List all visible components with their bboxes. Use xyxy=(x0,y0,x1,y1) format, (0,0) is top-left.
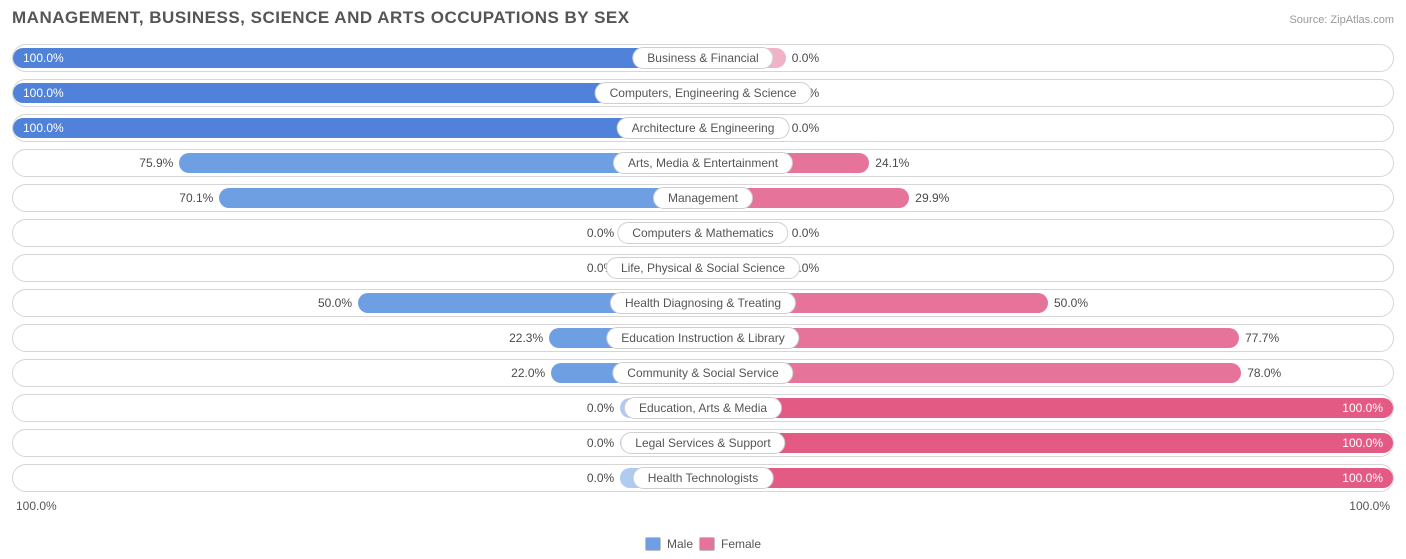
female-value-label: 100.0% xyxy=(1342,395,1383,421)
male-value-label: 50.0% xyxy=(318,290,352,316)
female-bar xyxy=(703,468,1393,488)
female-value-label: 78.0% xyxy=(1247,360,1281,386)
chart-area: 100.0%0.0%Business & Financial100.0%0.0%… xyxy=(12,38,1394,492)
female-value-label: 0.0% xyxy=(792,45,819,71)
category-pill: Health Technologists xyxy=(633,467,774,489)
male-value-label: 70.1% xyxy=(179,185,213,211)
chart-row: 75.9% 24.1% Arts, Media & Entertainment xyxy=(12,149,1394,177)
category-pill: Arts, Media & Entertainment xyxy=(613,152,793,174)
chart-row: 0.0% 100.0% Legal Services & Support xyxy=(12,429,1394,457)
category-pill: Health Diagnosing & Treating xyxy=(610,292,796,314)
female-value-label: 29.9% xyxy=(915,185,949,211)
male-bar xyxy=(13,48,703,68)
category-pill: Life, Physical & Social Science xyxy=(606,257,800,279)
chart-row: 0.0%0.0%Life, Physical & Social Science xyxy=(12,254,1394,282)
category-pill: Management xyxy=(653,187,753,209)
category-pill: Architecture & Engineering xyxy=(617,117,790,139)
male-value-label: 22.0% xyxy=(511,360,545,386)
male-value-label: 0.0% xyxy=(587,395,614,421)
legend-female-label: Female xyxy=(721,537,761,551)
category-pill: Computers & Mathematics xyxy=(617,222,788,244)
chart-row: 50.0% 50.0% Health Diagnosing & Treating xyxy=(12,289,1394,317)
chart-row: 0.0% 100.0% Education, Arts & Media xyxy=(12,394,1394,422)
female-value-label: 100.0% xyxy=(1342,430,1383,456)
chart-row: 22.0% 78.0% Community & Social Service xyxy=(12,359,1394,387)
chart-row: 70.1% 29.9% Management xyxy=(12,184,1394,212)
female-swatch xyxy=(699,537,715,551)
header: MANAGEMENT, BUSINESS, SCIENCE AND ARTS O… xyxy=(12,8,1394,28)
male-bar xyxy=(13,118,703,138)
male-value-label: 0.0% xyxy=(587,220,614,246)
female-value-label: 24.1% xyxy=(875,150,909,176)
legend: Male Female xyxy=(645,537,761,551)
source-label: Source: ZipAtlas.com xyxy=(1289,14,1394,26)
chart-row: 22.3% 77.7% Education Instruction & Librar… xyxy=(12,324,1394,352)
male-value-label: 75.9% xyxy=(139,150,173,176)
category-pill: Community & Social Service xyxy=(612,362,793,384)
female-value-label: 100.0% xyxy=(1342,465,1383,491)
male-value-label: 0.0% xyxy=(587,430,614,456)
category-pill: Computers, Engineering & Science xyxy=(595,82,812,104)
male-value-label: 0.0% xyxy=(587,465,614,491)
male-value-label: 22.3% xyxy=(509,325,543,351)
female-bar xyxy=(703,433,1393,453)
x-axis: 100.0% 100.0% xyxy=(12,499,1394,513)
chart-title: MANAGEMENT, BUSINESS, SCIENCE AND ARTS O… xyxy=(12,8,630,28)
axis-right-label: 100.0% xyxy=(1349,499,1390,513)
female-bar xyxy=(703,398,1393,418)
male-value-label: 100.0% xyxy=(23,80,64,106)
chart-row: 100.0% 0.0% Business & Financial xyxy=(12,44,1394,72)
chart-row: 100.0% 0.0%Architecture & Engineering xyxy=(12,114,1394,142)
male-value-label: 100.0% xyxy=(23,115,64,141)
male-bar xyxy=(219,188,703,208)
female-value-label: 0.0% xyxy=(792,115,819,141)
chart-row: 100.0%0.0%Computers, Engineering & Scien… xyxy=(12,79,1394,107)
axis-left-label: 100.0% xyxy=(16,499,57,513)
legend-male-label: Male xyxy=(667,537,693,551)
female-value-label: 50.0% xyxy=(1054,290,1088,316)
category-pill: Business & Financial xyxy=(632,47,773,69)
male-swatch xyxy=(645,537,661,551)
category-pill: Education, Arts & Media xyxy=(624,397,782,419)
category-pill: Legal Services & Support xyxy=(620,432,785,454)
chart-row: 0.0% 0.0%Computers & Mathematics xyxy=(12,219,1394,247)
female-value-label: 0.0% xyxy=(792,220,819,246)
male-value-label: 100.0% xyxy=(23,45,64,71)
chart-row: 0.0% 100.0% Health Technologists xyxy=(12,464,1394,492)
category-pill: Education Instruction & Library xyxy=(606,327,799,349)
female-value-label: 77.7% xyxy=(1245,325,1279,351)
